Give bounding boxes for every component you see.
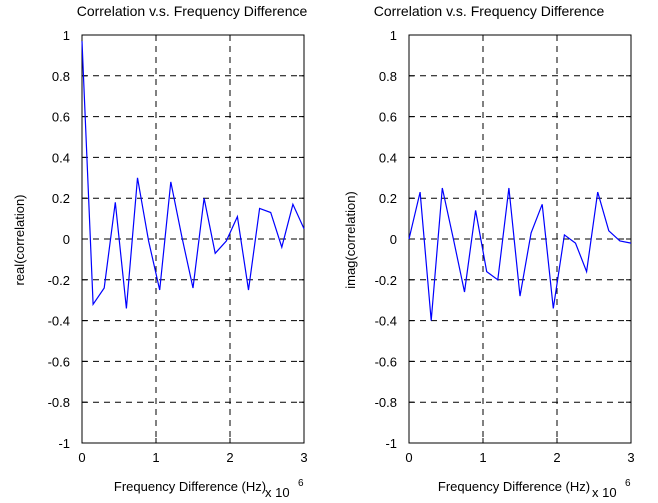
grid-imag bbox=[409, 35, 631, 443]
y-tick-label: -1 bbox=[58, 436, 70, 451]
y-tick-label: -0.4 bbox=[48, 314, 70, 329]
x-tick-label: 3 bbox=[627, 450, 634, 465]
y-tick-label: -0.6 bbox=[48, 354, 70, 369]
x-tick-label: 2 bbox=[553, 450, 560, 465]
x-axis-label-real: Frequency Difference (Hz) bbox=[114, 479, 266, 494]
x-tick-label: 1 bbox=[152, 450, 159, 465]
y-tick-label: 0.8 bbox=[52, 69, 70, 84]
y-tick-label: 0.4 bbox=[52, 150, 70, 165]
y-tick-label: 0 bbox=[390, 232, 397, 247]
subplot-imag: Correlation v.s. Frequency Difference -1… bbox=[343, 3, 635, 500]
y-tick-label: -0.2 bbox=[375, 273, 397, 288]
y-tick-label: 0.4 bbox=[379, 150, 397, 165]
x-exponent-power-real: 6 bbox=[298, 478, 304, 489]
x-tick-label: 0 bbox=[405, 450, 412, 465]
ticks-real: -1 -0.8 -0.6 -0.4 -0.2 0 0.2 0.4 0.6 0.8 1 0 1 2 3 bbox=[48, 28, 308, 465]
y-tick-label: 0.6 bbox=[379, 110, 397, 125]
y-tick-label: -0.4 bbox=[375, 314, 397, 329]
grid-real bbox=[82, 35, 304, 443]
y-tick-label: 0.6 bbox=[52, 110, 70, 125]
series-imag bbox=[408, 187, 632, 321]
x-tick-label: 1 bbox=[479, 450, 486, 465]
series-line-real bbox=[81, 41, 305, 309]
chart-title-real: Correlation v.s. Frequency Difference bbox=[77, 3, 308, 19]
y-tick-label: -0.8 bbox=[48, 395, 70, 410]
y-tick-label: 1 bbox=[63, 28, 70, 43]
series-line-imag bbox=[408, 187, 632, 321]
y-axis-label-imag: imag(correlation) bbox=[343, 191, 358, 289]
x-axis-label-imag: Frequency Difference (Hz) bbox=[438, 479, 590, 494]
y-tick-label: -0.8 bbox=[375, 395, 397, 410]
x-exponent-label-real: x 10 bbox=[265, 485, 290, 500]
y-tick-label: -1 bbox=[385, 436, 397, 451]
ticks-imag: -1 -0.8 -0.6 -0.4 -0.2 0 0.2 0.4 0.6 0.8 1 0 1 2 3 bbox=[375, 28, 635, 465]
y-axis-label-real: real(correlation) bbox=[12, 194, 27, 285]
series-real bbox=[81, 41, 305, 309]
chart-title-imag: Correlation v.s. Frequency Difference bbox=[374, 3, 605, 19]
y-tick-label: 0 bbox=[63, 232, 70, 247]
subplot-real: Correlation v.s. Frequency Difference -1… bbox=[12, 3, 308, 500]
y-tick-label: -0.6 bbox=[375, 354, 397, 369]
y-tick-label: -0.2 bbox=[48, 273, 70, 288]
y-tick-label: 0.2 bbox=[52, 191, 70, 206]
x-exponent-label-imag: x 10 bbox=[592, 485, 617, 500]
x-exponent-power-imag: 6 bbox=[625, 478, 631, 489]
y-tick-label: 0.2 bbox=[379, 191, 397, 206]
x-tick-label: 0 bbox=[78, 450, 85, 465]
x-tick-label: 2 bbox=[226, 450, 233, 465]
y-tick-label: 0.8 bbox=[379, 69, 397, 84]
x-tick-label: 3 bbox=[300, 450, 307, 465]
y-tick-label: 1 bbox=[390, 28, 397, 43]
